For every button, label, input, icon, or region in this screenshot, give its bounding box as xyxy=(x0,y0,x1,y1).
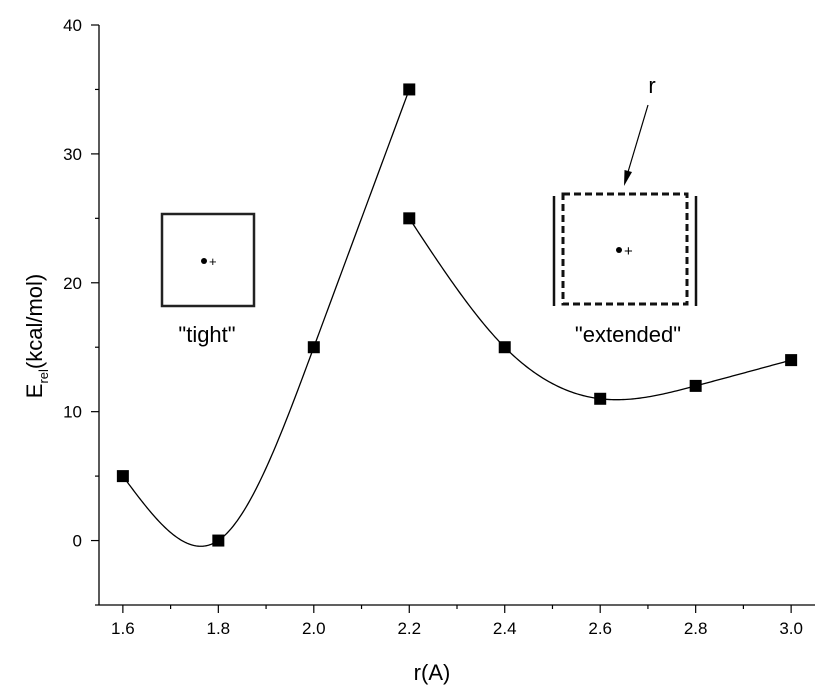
extended-dot-icon xyxy=(616,247,622,253)
y-tick-label: 20 xyxy=(63,274,82,293)
ticks xyxy=(91,24,792,613)
y-axis-label-sub: rel xyxy=(36,369,51,384)
tight-label: "tight" xyxy=(178,322,235,347)
x-axis-label: r(A) xyxy=(414,660,451,685)
extended-label: "extended" xyxy=(575,322,681,347)
svg-text:Erel(kcal/mol): Erel(kcal/mol) xyxy=(22,274,51,398)
x-tick-label: 3.0 xyxy=(779,619,803,638)
y-axis-label: Erel(kcal/mol) xyxy=(22,274,51,398)
x-tick-label: 2.6 xyxy=(588,619,612,638)
series-2-point xyxy=(498,341,511,354)
y-axis-label-unit: (kcal/mol) xyxy=(22,274,47,369)
y-tick-label: 40 xyxy=(63,16,82,35)
extended-plus-icon: + xyxy=(624,243,633,260)
series-2-point xyxy=(403,212,416,225)
series-1-point xyxy=(307,341,320,354)
r-arrow-head-icon xyxy=(624,170,632,186)
y-tick-label: 30 xyxy=(63,145,82,164)
series-2-curve xyxy=(408,217,792,401)
series-2-point xyxy=(785,354,798,367)
extended-inset: + "extended" r xyxy=(552,73,698,347)
x-tick-label: 1.8 xyxy=(207,619,231,638)
series-1-point xyxy=(212,534,225,547)
x-tick-label: 2.2 xyxy=(397,619,421,638)
tight-inset: + "tight" xyxy=(160,212,256,347)
y-tick-label: 10 xyxy=(63,403,82,422)
series-1-point xyxy=(116,470,129,483)
markers xyxy=(116,83,798,547)
r-arrow-label: r xyxy=(648,73,655,98)
tight-box xyxy=(160,212,256,308)
y-axis-label-main: E xyxy=(22,384,47,399)
y-tick-label: 0 xyxy=(73,532,82,551)
series-2-point xyxy=(689,379,702,392)
series-1-point xyxy=(403,83,416,96)
curves xyxy=(122,89,792,547)
tight-dot-icon xyxy=(201,258,207,264)
x-tick-label: 2.4 xyxy=(493,619,517,638)
x-tick-label: 2.0 xyxy=(302,619,326,638)
x-tick-label: 2.8 xyxy=(684,619,708,638)
r-arrow-shaft xyxy=(627,104,649,173)
series-2-point xyxy=(594,392,607,405)
tight-plus-icon: + xyxy=(209,254,217,269)
extended-dashed-box xyxy=(561,192,689,306)
plot-axes xyxy=(98,25,815,606)
tick-labels: 1.6 1.8 2.0 2.2 2.4 2.6 2.8 3.0 0 10 20 30 40 xyxy=(63,16,803,638)
series-1-curve xyxy=(122,89,410,547)
x-tick-label: 1.6 xyxy=(111,619,135,638)
